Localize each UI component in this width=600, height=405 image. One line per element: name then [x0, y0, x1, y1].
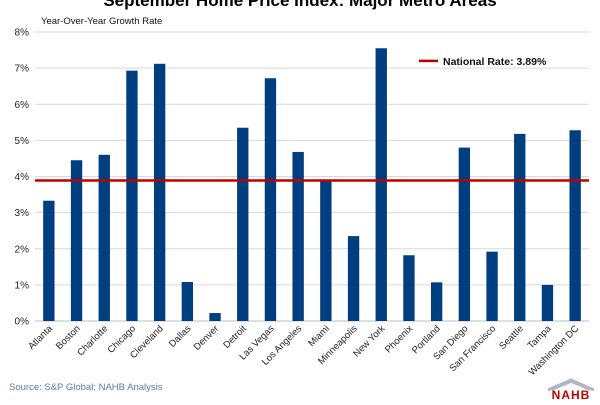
- bar: [237, 127, 249, 321]
- y-tick-label: 0%: [15, 317, 30, 328]
- bar: [43, 200, 55, 321]
- y-axis-label: Year-Over-Year Growth Rate: [41, 16, 163, 27]
- bar: [264, 78, 277, 322]
- bar: [458, 147, 471, 321]
- bar: [126, 70, 138, 321]
- x-tick-label: Phoenix: [383, 323, 415, 355]
- x-tick-label: Charlotte: [75, 323, 110, 358]
- bar: [209, 313, 221, 321]
- x-tick-label: Denver: [192, 323, 221, 352]
- x-tick-label: Seattle: [497, 323, 526, 352]
- source-note: Source: S&P Global; NAHB Analysis: [9, 382, 163, 393]
- bar: [98, 154, 110, 321]
- bar: [403, 255, 415, 321]
- bar: [430, 282, 443, 321]
- bar: [375, 48, 387, 321]
- y-tick-label: 1%: [15, 280, 30, 291]
- bar: [541, 284, 554, 321]
- bar: [486, 251, 498, 321]
- bar: [320, 180, 332, 321]
- y-tick-label: 3%: [15, 208, 30, 219]
- x-tick-label: Miami: [306, 323, 332, 349]
- nahb-logo: NAHB: [542, 377, 600, 402]
- y-tick-label: 5%: [15, 136, 30, 147]
- bars: [43, 48, 581, 322]
- y-tick-label: 7%: [15, 64, 30, 75]
- y-tick-label: 6%: [15, 100, 30, 111]
- gridlines: [35, 31, 589, 322]
- y-tick-label: 4%: [15, 172, 30, 183]
- legend-label: National Rate: 3.89%: [443, 56, 547, 68]
- y-tick-label: 8%: [15, 28, 30, 39]
- bar: [181, 281, 194, 321]
- svg-text:NAHB: NAHB: [552, 388, 591, 400]
- x-tick-label: Dallas: [167, 323, 194, 350]
- bar: [347, 236, 360, 321]
- x-tick-label: Washington DC: [527, 323, 582, 378]
- x-tick-label: Atlanta: [26, 323, 55, 352]
- bar: [153, 63, 166, 321]
- reference-line-group: National Rate: 3.89%: [35, 56, 589, 182]
- bar: [514, 133, 526, 321]
- logo-roof-icon: [547, 378, 595, 392]
- chart-title: September Home Price Index: Major Metro …: [103, 0, 497, 10]
- bar: [70, 160, 83, 321]
- y-tick-label: 2%: [15, 244, 30, 255]
- bar: [292, 151, 304, 321]
- bar: [569, 130, 581, 321]
- y-tick-labels: 0% 1% 2% 3% 4% 5% 6% 7% 8%: [15, 28, 30, 328]
